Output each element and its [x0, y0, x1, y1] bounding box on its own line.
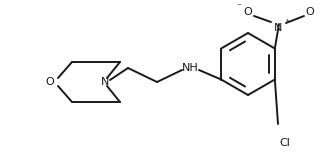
Text: N: N [274, 23, 282, 33]
Text: N: N [101, 77, 109, 87]
Text: O: O [46, 77, 54, 87]
Text: Cl: Cl [280, 138, 290, 148]
Text: NH: NH [182, 63, 198, 73]
Text: O: O [244, 7, 252, 17]
Text: ⁺: ⁺ [284, 17, 289, 27]
Text: ⁻: ⁻ [236, 2, 242, 12]
Text: O: O [306, 7, 314, 17]
